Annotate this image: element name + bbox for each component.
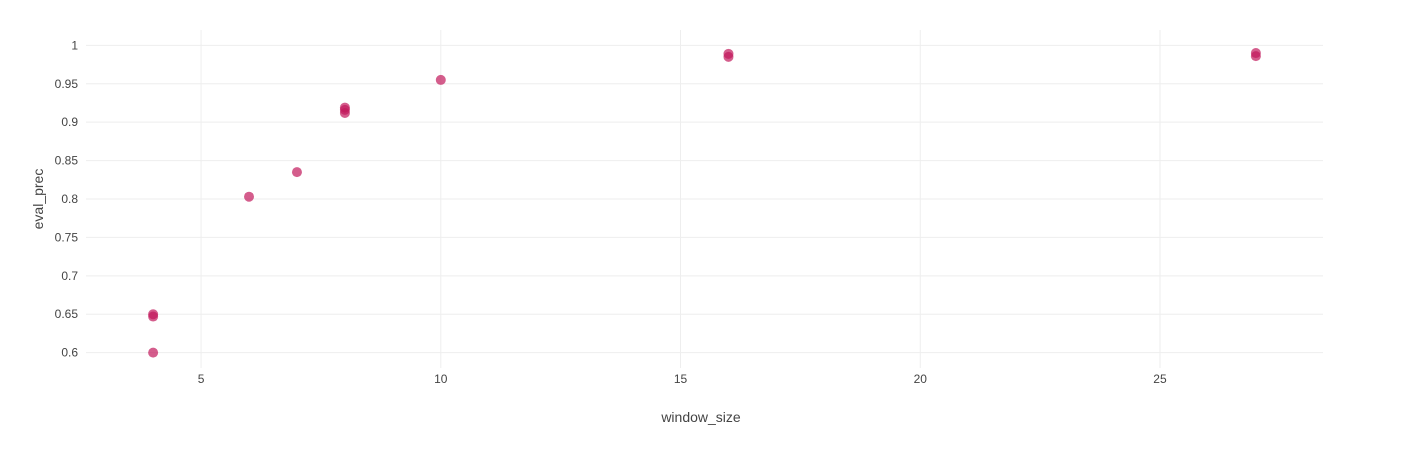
data-point[interactable] [435, 74, 446, 85]
x-tick-label: 10 [434, 372, 448, 386]
data-point[interactable] [148, 347, 159, 358]
x-axis-title: window_size [660, 409, 741, 425]
x-axis-ticks: 5 10 15 20 25 [198, 372, 1167, 386]
y-tick-label: 1 [71, 38, 78, 52]
y-tick-label: 0.8 [61, 192, 78, 206]
data-point[interactable] [339, 102, 350, 113]
x-tick-label: 15 [674, 372, 688, 386]
grid [86, 30, 1323, 368]
data-point[interactable] [723, 48, 734, 59]
data-point[interactable] [148, 309, 159, 320]
x-tick-label: 20 [914, 372, 928, 386]
y-tick-label: 0.75 [55, 230, 79, 244]
y-tick-label: 0.9 [61, 115, 78, 129]
x-tick-label: 5 [198, 372, 205, 386]
data-point[interactable] [1250, 48, 1261, 59]
data-point[interactable] [244, 191, 255, 202]
y-tick-label: 0.65 [55, 307, 79, 321]
data-points [148, 48, 1261, 358]
y-tick-label: 0.7 [61, 269, 78, 283]
y-tick-label: 0.95 [55, 77, 79, 91]
x-tick-label: 25 [1153, 372, 1167, 386]
data-point[interactable] [291, 167, 302, 178]
y-axis-ticks: 0.6 0.65 0.7 0.75 0.8 0.85 0.9 0.95 1 [55, 38, 79, 359]
y-tick-label: 0.85 [55, 154, 79, 168]
y-axis-title: eval_prec [30, 169, 46, 230]
y-tick-label: 0.6 [61, 346, 78, 360]
